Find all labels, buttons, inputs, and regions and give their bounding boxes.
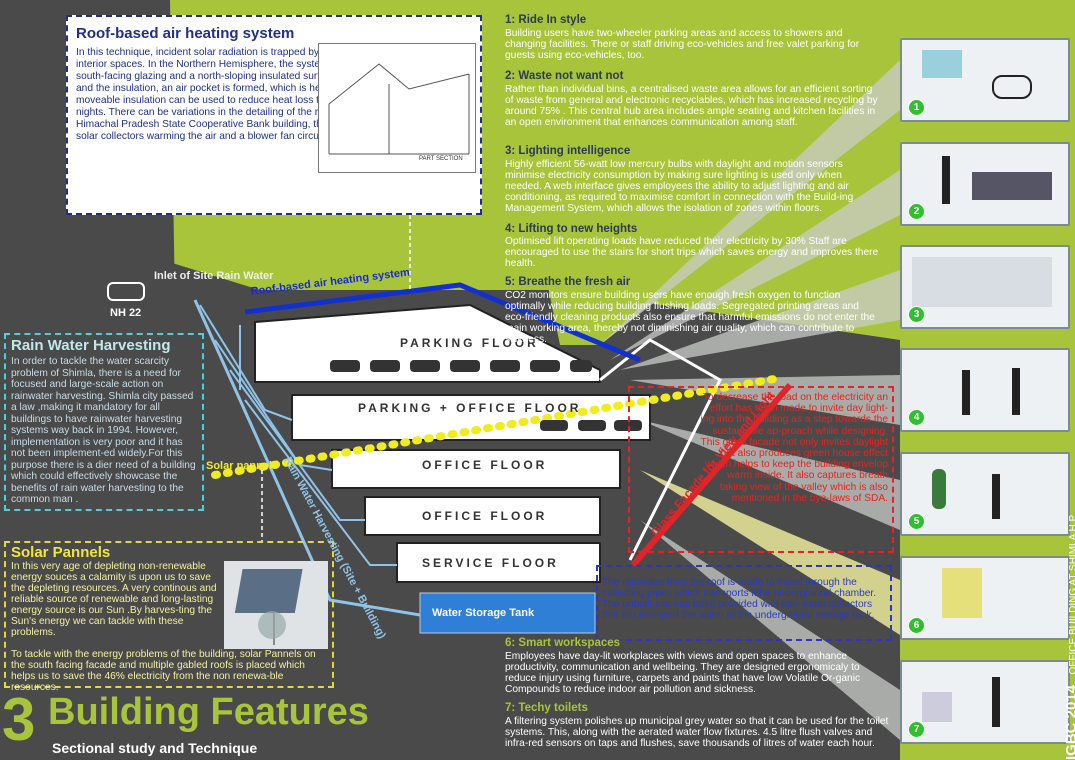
floor-label: SERVICE FLOOR xyxy=(422,556,559,570)
solar-panel-image xyxy=(224,561,328,649)
lighting-room-icon xyxy=(912,257,1052,307)
road-label: NH 22 xyxy=(110,307,142,319)
solar-text-1: In this very age of depleting non-renewa… xyxy=(11,561,217,638)
page-title: Building Features xyxy=(48,691,369,733)
inlet-label: Inlet of Site Rain Water xyxy=(154,270,274,282)
glass-facade-panel: To decrease the load on the electricity … xyxy=(628,386,894,553)
person-icon xyxy=(992,677,1000,727)
workspace-icon xyxy=(942,568,982,618)
rainwater-title: Rain Water Harvesting xyxy=(11,337,171,354)
feature-text: Building users have two-wheeler parking … xyxy=(505,28,860,61)
sink-icon xyxy=(922,692,952,722)
thumb-number: 1 xyxy=(908,99,925,116)
person-icon xyxy=(992,474,1000,519)
feature-title: 2: Waste not want not xyxy=(505,70,624,82)
feature-title: 5: Breathe the fresh air xyxy=(505,276,631,288)
feature-thumbnail: 7 xyxy=(900,660,1070,744)
rainwater-text: In order to tackle the water scarcity pr… xyxy=(11,356,196,505)
feature-text: Employees have day-lit workplaces with v… xyxy=(505,651,861,695)
rain-collection-text: The rainwater from the roof is made to t… xyxy=(602,577,877,621)
person-icon xyxy=(1012,368,1020,415)
feature-thumbnail: 1 xyxy=(900,38,1070,122)
solar-panel-box: Solar Pannels In this very age of deplet… xyxy=(4,541,334,693)
screen-icon xyxy=(922,50,962,78)
feature-text: A filtering system polishes up municipal… xyxy=(505,716,889,749)
plant-icon xyxy=(932,469,946,509)
sketch-caption: PART SECTION xyxy=(419,156,463,162)
feature-title: 7: Techy toilets xyxy=(505,702,588,714)
section-number: 3 xyxy=(2,686,36,753)
person-icon xyxy=(962,370,970,415)
thumb-number: 4 xyxy=(908,409,925,426)
side-caption: IGBC 2014 OFFICE BUILDING AT SHIMLA H.P xyxy=(1063,515,1075,760)
feature-text: CO2 monitors ensure building users have … xyxy=(505,290,875,345)
solar-line-label: Solar pannels xyxy=(206,460,279,472)
floor-label: OFFICE FLOOR xyxy=(422,509,548,523)
floor-label: OFFICE FLOOR xyxy=(422,458,548,472)
feature-thumbnail: 2 xyxy=(900,142,1070,226)
feature-thumbnail: 5 xyxy=(900,452,1070,536)
rain-collection-panel: The rainwater from the roof is made to t… xyxy=(596,565,892,641)
feature-text: Optimised lift operating loads have redu… xyxy=(505,236,879,269)
feature-title: 4: Lifting to new heights xyxy=(505,223,638,235)
rainwater-panel: Rain Water Harvesting In order to tackle… xyxy=(4,333,204,511)
bicycle-icon xyxy=(992,75,1032,99)
feature-thumbnail: 3 xyxy=(900,245,1070,329)
solar-text-2: To tackle with the energy problems of th… xyxy=(11,649,316,693)
feature-title: 6: Smart workspaces xyxy=(505,637,621,649)
thumb-number: 3 xyxy=(908,306,925,323)
feature-thumbnail: 4 xyxy=(900,348,1070,432)
feature-title: 1: Ride In style xyxy=(505,14,587,26)
recycle-bins-icon xyxy=(972,172,1052,200)
floor-label: PARKING FLOOR xyxy=(400,336,539,350)
solar-title: Solar Pannels xyxy=(11,544,111,561)
thumb-number: 7 xyxy=(908,721,925,738)
tank-label: Water Storage Tank xyxy=(432,607,535,619)
roof-heating-text: In this technique, incident solar radiat… xyxy=(76,47,475,142)
thumb-number: 2 xyxy=(908,203,925,220)
side-text: OFFICE BUILDING AT SHIMLA H.P xyxy=(1068,514,1075,675)
feature-text: Rather than individual bins, a centralis… xyxy=(505,84,878,128)
glass-facade-text: To decrease the load on the electricity … xyxy=(700,392,888,504)
thumb-number: 5 xyxy=(908,513,925,530)
side-year: IGBC 2014 xyxy=(1063,684,1075,760)
feature-thumbnail: 6 xyxy=(900,556,1070,640)
person-icon xyxy=(942,156,950,204)
floor-label: PARKING + OFFICE FLOOR xyxy=(358,401,582,415)
page-subtitle: Sectional study and Technique xyxy=(52,740,258,756)
roof-section-sketch: PART SECTION xyxy=(318,43,476,173)
roof-heating-title: Roof-based air heating system xyxy=(76,25,295,42)
feature-title: 3: Lighting intelligence xyxy=(505,145,631,157)
thumb-number: 6 xyxy=(908,617,925,634)
roof-heating-panel: Roof-based air heating system In this te… xyxy=(66,15,482,215)
feature-text: Highly efficient 56-watt low mercury bul… xyxy=(505,159,854,214)
